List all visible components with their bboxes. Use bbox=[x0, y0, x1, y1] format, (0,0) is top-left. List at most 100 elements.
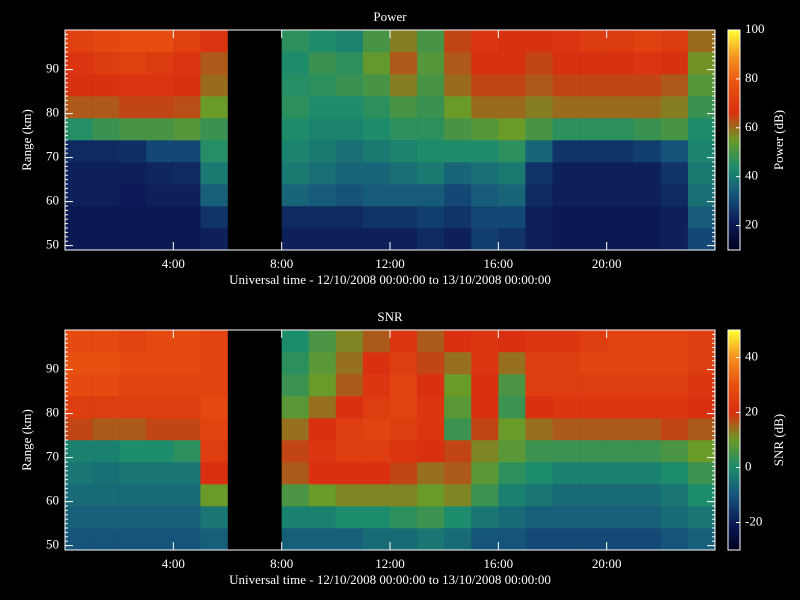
heat-cell bbox=[417, 396, 445, 419]
colorbar-swatch bbox=[728, 96, 740, 99]
colorbar-swatch bbox=[728, 496, 740, 499]
heat-cell bbox=[362, 484, 391, 507]
heat-cell bbox=[362, 184, 391, 207]
colorbar-swatch bbox=[728, 372, 740, 375]
colorbar-swatch bbox=[728, 546, 740, 549]
heat-cell bbox=[173, 52, 201, 75]
heat-cell bbox=[606, 228, 635, 251]
colorbar-swatch bbox=[728, 98, 740, 101]
colorbar-swatch bbox=[728, 140, 740, 143]
heat-cell bbox=[362, 374, 391, 397]
heat-cell bbox=[606, 528, 635, 551]
heat-cell bbox=[146, 330, 174, 353]
heat-cell bbox=[335, 74, 364, 97]
heat-cell bbox=[200, 352, 228, 375]
heat-cell bbox=[146, 528, 174, 551]
heat-cell bbox=[308, 374, 337, 397]
heat-cell bbox=[552, 184, 580, 207]
heat-cell bbox=[579, 52, 607, 75]
heat-cell bbox=[606, 184, 635, 207]
heat-cell bbox=[119, 396, 147, 419]
colorbar-swatch bbox=[728, 412, 740, 415]
heat-cell bbox=[417, 162, 445, 185]
colorbar-swatch bbox=[728, 242, 740, 245]
colorbar-swatch bbox=[728, 60, 740, 63]
colorbar-swatch bbox=[728, 230, 740, 233]
heat-cell bbox=[687, 184, 716, 207]
heat-cell bbox=[606, 374, 635, 397]
colorbar-swatch bbox=[728, 208, 740, 211]
heat-cell bbox=[498, 440, 526, 463]
heat-cell bbox=[471, 162, 499, 185]
heat-cell bbox=[92, 206, 120, 229]
heat-cell bbox=[444, 118, 472, 141]
colorbar-swatch bbox=[728, 448, 740, 451]
heat-cell bbox=[471, 74, 499, 97]
x-tick-label: 12:00 bbox=[375, 256, 405, 271]
heat-cell bbox=[146, 484, 174, 507]
colorbar-swatch bbox=[728, 142, 740, 145]
colorbar-swatch bbox=[728, 376, 740, 379]
heat-cell bbox=[552, 162, 580, 185]
colorbar-swatch bbox=[728, 114, 740, 117]
colorbar-swatch bbox=[728, 38, 740, 41]
heat-cell bbox=[65, 440, 93, 463]
heat-cell bbox=[308, 440, 337, 463]
heat-cell bbox=[579, 528, 607, 551]
heat-cell bbox=[173, 330, 201, 353]
heat-cell bbox=[687, 352, 716, 375]
heat-cell bbox=[281, 352, 310, 375]
heat-cell bbox=[146, 184, 174, 207]
heat-cell bbox=[498, 74, 526, 97]
colorbar-swatch bbox=[728, 398, 740, 401]
heat-cell bbox=[525, 30, 553, 53]
heat-cell bbox=[498, 374, 526, 397]
colorbar-swatch bbox=[728, 366, 740, 369]
heat-cell bbox=[335, 96, 364, 119]
heat-cell bbox=[633, 74, 662, 97]
heat-cell bbox=[606, 418, 635, 441]
heat-cell bbox=[444, 52, 472, 75]
heat-cell bbox=[444, 506, 472, 529]
heat-cell bbox=[200, 52, 228, 75]
colorbar-tick-label: 20 bbox=[745, 403, 758, 418]
colorbar-swatch bbox=[728, 94, 740, 97]
heat-cell bbox=[281, 184, 310, 207]
heat-cell bbox=[552, 484, 580, 507]
heat-cell bbox=[552, 506, 580, 529]
heat-cell bbox=[633, 330, 662, 353]
heat-cell bbox=[417, 118, 445, 141]
heat-cell bbox=[498, 118, 526, 141]
y-tick-label: 70 bbox=[46, 149, 59, 164]
colorbar-swatch bbox=[728, 362, 740, 365]
heat-cell bbox=[92, 96, 120, 119]
heat-cell bbox=[119, 74, 147, 97]
y-tick-label: 90 bbox=[46, 361, 59, 376]
heat-cell bbox=[200, 118, 228, 141]
heat-cell bbox=[65, 118, 93, 141]
heat-cell bbox=[579, 30, 607, 53]
heat-cell bbox=[417, 374, 445, 397]
colorbar-swatch bbox=[728, 400, 740, 403]
heat-cell bbox=[660, 528, 689, 551]
heat-cell bbox=[65, 528, 93, 551]
heat-cell bbox=[471, 52, 499, 75]
y-tick-label: 90 bbox=[46, 61, 59, 76]
colorbar-swatch bbox=[728, 520, 740, 523]
colorbar-swatch bbox=[728, 178, 740, 181]
heat-cell bbox=[92, 374, 120, 397]
heat-cell bbox=[525, 184, 553, 207]
heat-cell bbox=[65, 206, 93, 229]
y-tick-label: 80 bbox=[46, 405, 59, 420]
heat-cell bbox=[200, 96, 228, 119]
heat-cell bbox=[417, 330, 445, 353]
heat-cell bbox=[552, 440, 580, 463]
heat-cell bbox=[119, 528, 147, 551]
heat-cell bbox=[633, 30, 662, 53]
heat-cell bbox=[660, 52, 689, 75]
heat-cell bbox=[660, 162, 689, 185]
colorbar-swatch bbox=[728, 128, 740, 131]
colorbar-swatch bbox=[728, 368, 740, 371]
colorbar-swatch bbox=[728, 338, 740, 341]
heat-cell bbox=[390, 330, 418, 353]
